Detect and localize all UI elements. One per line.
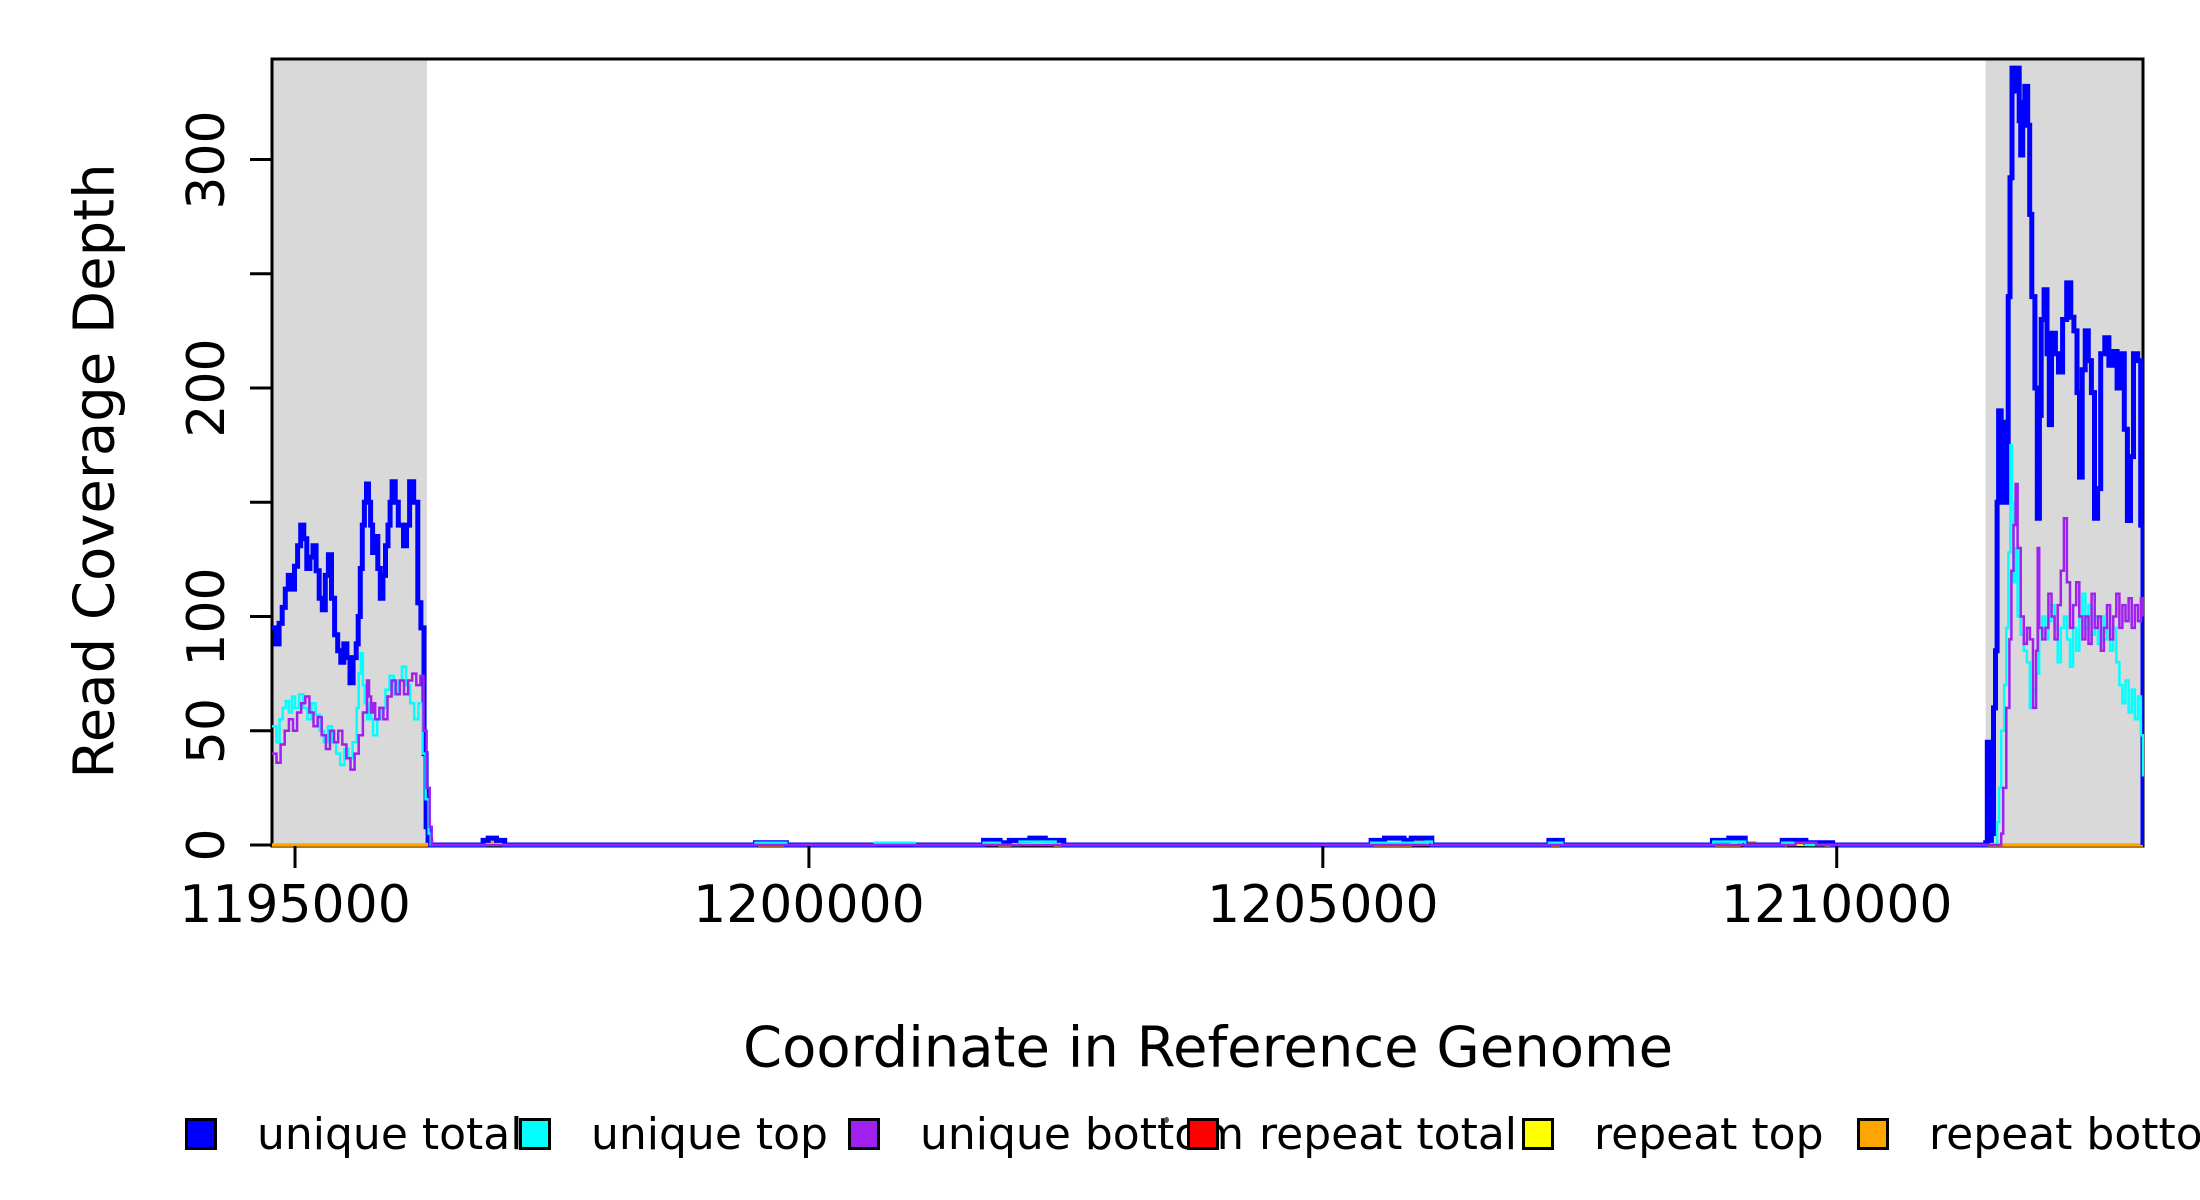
y-tick-label: 0: [177, 828, 237, 862]
legend-swatch-icon: [1187, 1118, 1219, 1150]
legend-label: unique total: [257, 1108, 523, 1160]
y-tick-label: 200: [177, 338, 237, 438]
legend-item-repeat-top: repeat top: [1522, 1106, 1824, 1162]
x-axis-title: Coordinate in Reference Genome: [742, 1015, 1674, 1081]
legend-label: repeat total: [1259, 1108, 1518, 1160]
series-unique-top: [272, 443, 2144, 847]
x-tick-label: 1200000: [693, 875, 925, 935]
y-tick-label: 300: [177, 109, 237, 210]
plot-box-border: [270, 57, 2145, 848]
legend-swatch-icon: [1522, 1118, 1554, 1150]
legend-item-repeat-bottom: repeat bottom: [1857, 1106, 2200, 1162]
legend-item-repeat-total: repeat total: [1187, 1106, 1517, 1162]
legend-label: repeat bottom: [1929, 1108, 2200, 1160]
x-tick-label: 1205000: [1207, 875, 1439, 935]
y-tick-label: 100: [177, 566, 237, 667]
stray-dot-artifact: [1164, 1117, 1169, 1123]
legend-swatch-icon: [519, 1118, 551, 1150]
y-axis-title: Read Coverage Depth: [62, 163, 128, 779]
legend-swatch-icon: [848, 1118, 880, 1150]
series-unique-bottom: [272, 482, 2144, 847]
legend-item-unique-bottom: unique bottom: [848, 1106, 1244, 1162]
legend-swatch-icon: [1857, 1118, 1889, 1150]
legend-swatch-icon: [185, 1118, 217, 1150]
legend-label: repeat top: [1594, 1108, 1824, 1160]
legend-label: unique top: [591, 1108, 828, 1160]
series-unique-total: [272, 65, 2144, 848]
x-tick-label: 1210000: [1720, 875, 1953, 935]
y-tick-label: 50: [177, 697, 237, 764]
legend-item-unique-total: unique total: [185, 1106, 522, 1162]
x-tick-label: 1195000: [179, 875, 411, 935]
legend-item-unique-top: unique top: [519, 1106, 828, 1162]
left-highlight-region: [272, 59, 427, 846]
